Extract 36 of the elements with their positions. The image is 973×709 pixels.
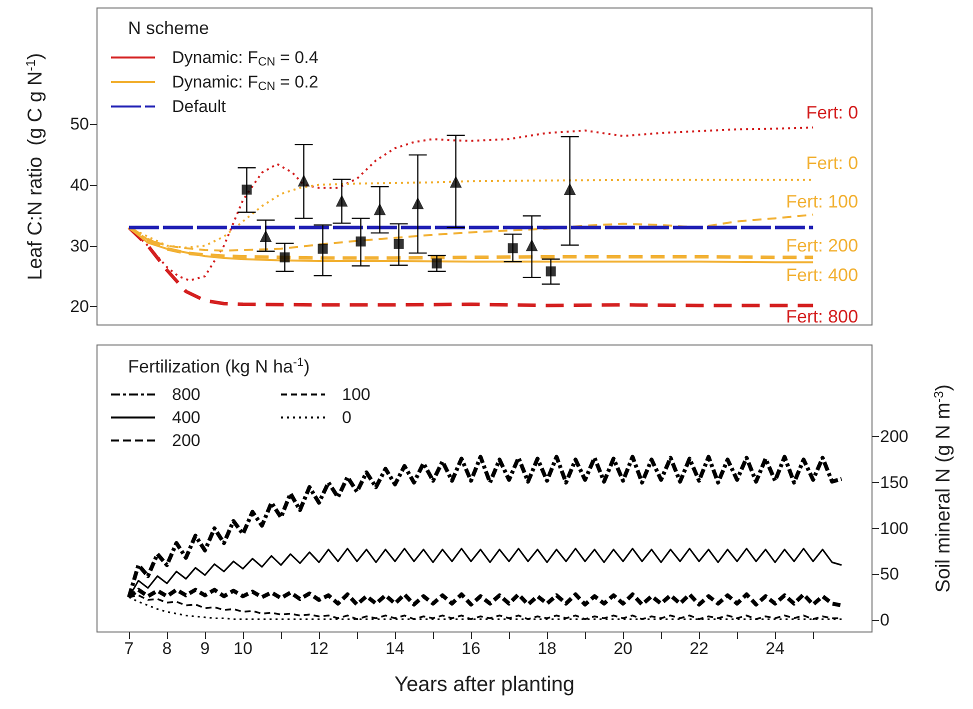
x-tick-label: 16	[462, 639, 480, 658]
x-tick-label: 8	[162, 639, 172, 658]
legend-label: Default	[172, 97, 226, 116]
x-tick-label: 18	[538, 639, 556, 658]
legend-label: 200	[172, 431, 200, 450]
legend-label: 400	[172, 408, 200, 427]
y-axis-title: Leaf C:N ratio (g C g N-1)	[23, 52, 46, 280]
x-tick-label: 12	[310, 639, 328, 658]
y2-axis-title: Soil mineral N (g N m-3)	[931, 384, 954, 593]
y-tick-label: 40	[70, 175, 89, 194]
x-tick-label: 7	[124, 639, 134, 658]
x-tick-label: 20	[614, 639, 633, 658]
annotation: Fert: 200	[786, 235, 858, 256]
x-tick-label: 9	[200, 639, 210, 658]
y-tick-label: 30	[70, 236, 89, 256]
x-tick-label: 24	[766, 639, 785, 658]
x-tick-label: 14	[386, 639, 404, 658]
x-axis-title: Years after planting	[394, 673, 575, 696]
y2-tick-label: 200	[880, 427, 908, 446]
annotation: Fert: 800	[786, 306, 858, 326]
y-tick-label: 50	[70, 114, 89, 134]
legend-label: 0	[342, 408, 352, 427]
y2-tick-label: 50	[880, 564, 899, 584]
annotation: Fert: 0	[806, 152, 858, 173]
y2-tick-label: 100	[880, 518, 908, 538]
y-tick-label: 20	[70, 297, 89, 316]
annotation: Fert: 400	[786, 265, 858, 286]
legend-label: 800	[172, 385, 200, 404]
x-tick-label: 22	[690, 639, 709, 658]
annotation: Fert: 0	[806, 102, 858, 122]
x-tick-label: 10	[233, 639, 252, 658]
y2-tick-label: 150	[880, 473, 908, 492]
legend-label: 100	[342, 385, 370, 404]
annotation: Fert: 100	[786, 192, 858, 212]
y2-tick-label: 0	[880, 610, 890, 630]
legend-title: N scheme	[128, 18, 210, 38]
